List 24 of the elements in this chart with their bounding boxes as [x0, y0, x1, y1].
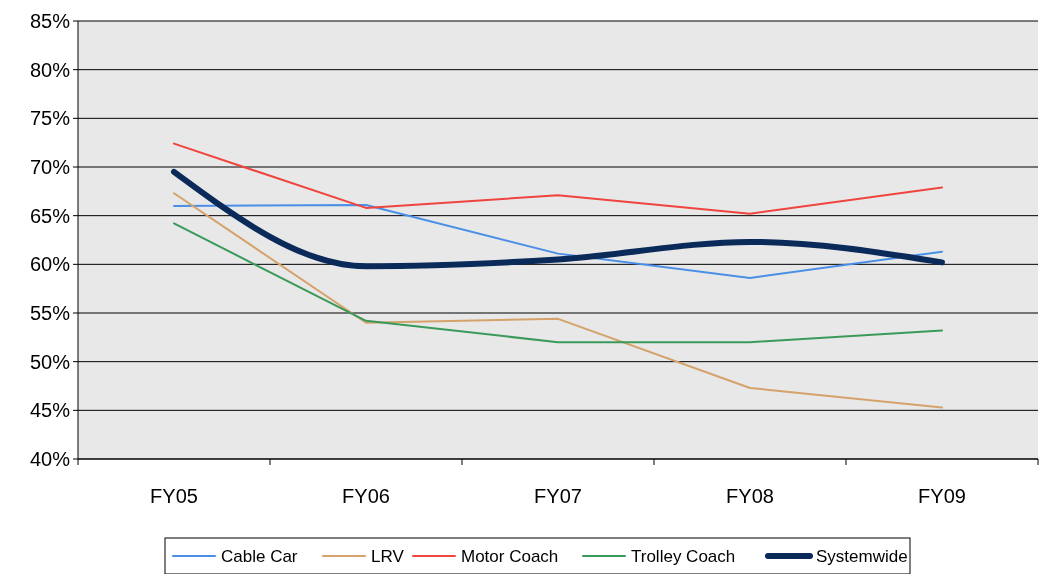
- x-tick-label: FY09: [918, 485, 966, 507]
- line-series: [173, 142, 943, 215]
- line-series: [173, 222, 943, 344]
- x-tick-label: FY07: [534, 485, 582, 507]
- line-series: [173, 203, 943, 279]
- x-tick-label: FY08: [726, 485, 774, 507]
- y-tick-label: 60%: [29, 253, 71, 276]
- line-series: [173, 192, 943, 409]
- y-tick-label: 50%: [29, 350, 71, 373]
- legend-label: LRV: [371, 546, 405, 566]
- x-tick-label: FY05: [150, 485, 198, 507]
- y-tick-label: 40%: [29, 448, 71, 470]
- y-tick-label: 85%: [29, 10, 71, 32]
- y-tick-label: 65%: [29, 204, 71, 227]
- y-tick-label: 80%: [29, 58, 71, 81]
- x-tick-label: FY06: [342, 485, 390, 507]
- legend-label: Cable Car: [221, 546, 298, 566]
- y-tick-label: 55%: [29, 302, 71, 324]
- legend-label: Trolley Coach: [631, 546, 736, 566]
- y-tick-label: 45%: [29, 399, 71, 422]
- legend-label: Systemwide: [816, 546, 908, 566]
- legend-label: Motor Coach: [461, 546, 559, 566]
- y-tick-label: 70%: [29, 156, 71, 178]
- y-tick-label: 75%: [29, 107, 71, 130]
